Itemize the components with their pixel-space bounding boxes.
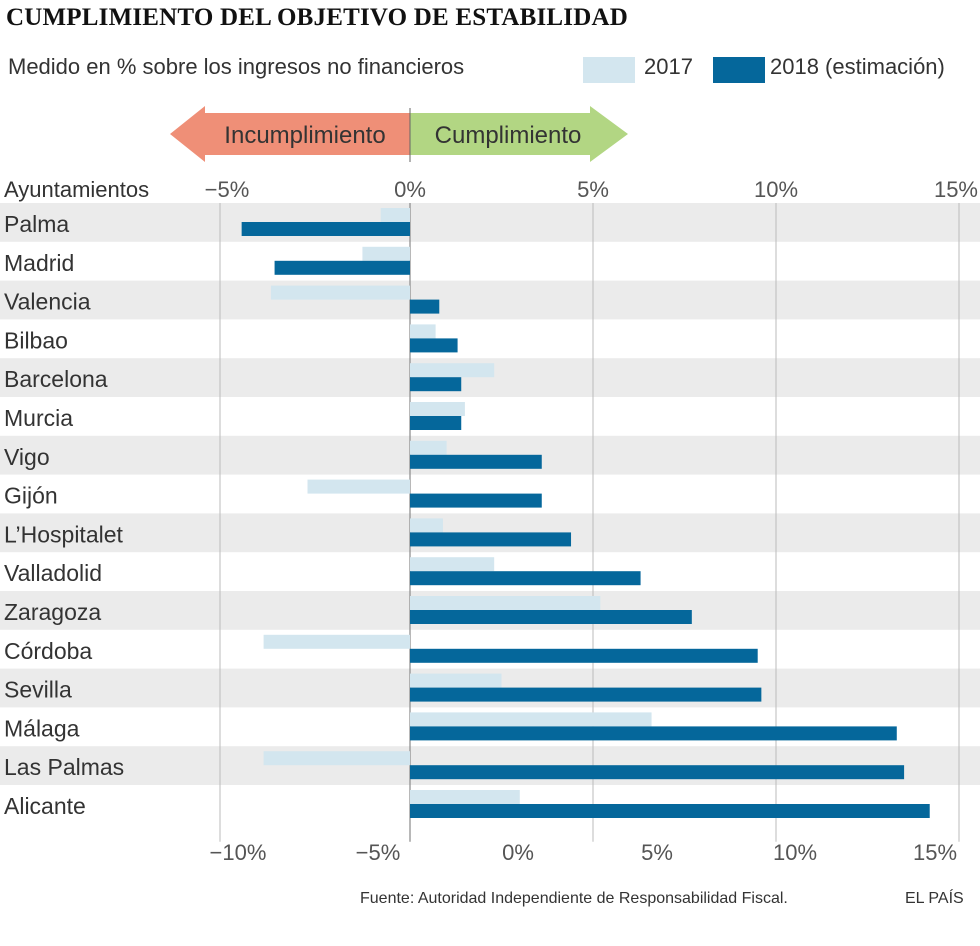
legend-label-2018: 2018 (estimación) [770,54,945,79]
category-label: Vigo [4,444,50,470]
category-label: Zaragoza [4,599,101,625]
top-axis-tick-label: −5% [205,177,250,202]
category-label: Madrid [4,250,74,276]
category-label: Gijón [4,483,58,509]
bar-2017 [410,363,495,378]
bar-2017 [410,712,652,727]
category-label: L’Hospitalet [4,521,124,547]
top-axis-tick-label: 10% [754,177,798,202]
arrow-left-label: Incumplimiento [224,122,385,149]
bar-2017 [362,246,410,261]
bar-2018 [410,804,930,818]
bottom-axis-tick-label: −5% [356,840,401,865]
bottom-axis-tick-label: 5% [641,840,673,865]
legend-swatch-2017 [583,57,635,83]
bar-2018 [410,571,641,586]
chart-subtitle: Medido en % sobre los ingresos no financ… [8,54,465,79]
category-label: Murcia [4,405,73,431]
bar-2017 [410,440,447,455]
bar-2017 [270,285,410,300]
bar-2017 [410,402,465,416]
bottom-axis-tick-label: 10% [773,840,817,865]
bar-2017 [263,634,410,649]
bar-2018 [410,454,542,469]
row-band [0,203,980,242]
bar-2018 [410,377,462,392]
bar-2017 [410,790,520,804]
category-label: Sevilla [4,677,72,703]
category-label: Las Palmas [4,754,124,780]
top-axis-tick-label: 0% [394,177,426,202]
bar-2017 [307,479,410,494]
category-label: Barcelona [4,366,108,392]
arrow-right-shape [410,106,628,162]
bottom-axis-tick-label: 15% [913,840,957,865]
chart-title: CUMPLIMIENTO DEL OBJETIVO DE ESTABILIDAD [6,4,628,31]
category-label: Alicante [4,793,86,819]
legend-label-2017: 2017 [644,54,693,79]
bar-2018 [410,610,692,624]
legend-swatch-2018 [713,57,765,83]
bar-2017 [380,208,410,222]
bar-2018 [410,338,458,353]
bar-2018 [410,299,440,314]
bar-2018 [241,222,410,236]
bar-2017 [410,596,601,610]
bar-2018 [410,493,542,508]
bar-2018 [410,416,462,430]
bottom-axis-tick-label: 0% [502,840,534,865]
category-label: Bilbao [4,327,68,353]
top-axis-tick-label: 15% [934,177,978,202]
category-header: Ayuntamientos [4,177,149,202]
bottom-axis-tick-label: −10% [210,840,267,865]
bar-2018 [410,648,758,663]
category-label: Málaga [4,715,80,741]
row-band [0,280,980,320]
bar-2017 [410,673,502,688]
bar-2018 [410,726,897,741]
category-label: Valladolid [4,560,102,586]
brand-label: EL PAÍS [905,890,964,907]
bar-2017 [410,518,443,533]
bar-2017 [263,751,410,766]
bar-2018 [410,687,762,702]
top-axis-tick-label: 5% [577,177,609,202]
source-note: Fuente: Autoridad Independiente de Respo… [360,890,788,907]
bar-2018 [410,532,572,547]
category-label: Córdoba [4,638,92,664]
bar-2017 [410,324,436,339]
category-label: Palma [4,211,69,237]
arrow-left-shape [170,106,410,162]
bar-2017 [410,557,495,572]
category-label: Valencia [4,289,91,315]
bar-2018 [274,260,410,275]
bar-2018 [410,765,905,780]
arrow-right-label: Cumplimiento [435,122,582,149]
